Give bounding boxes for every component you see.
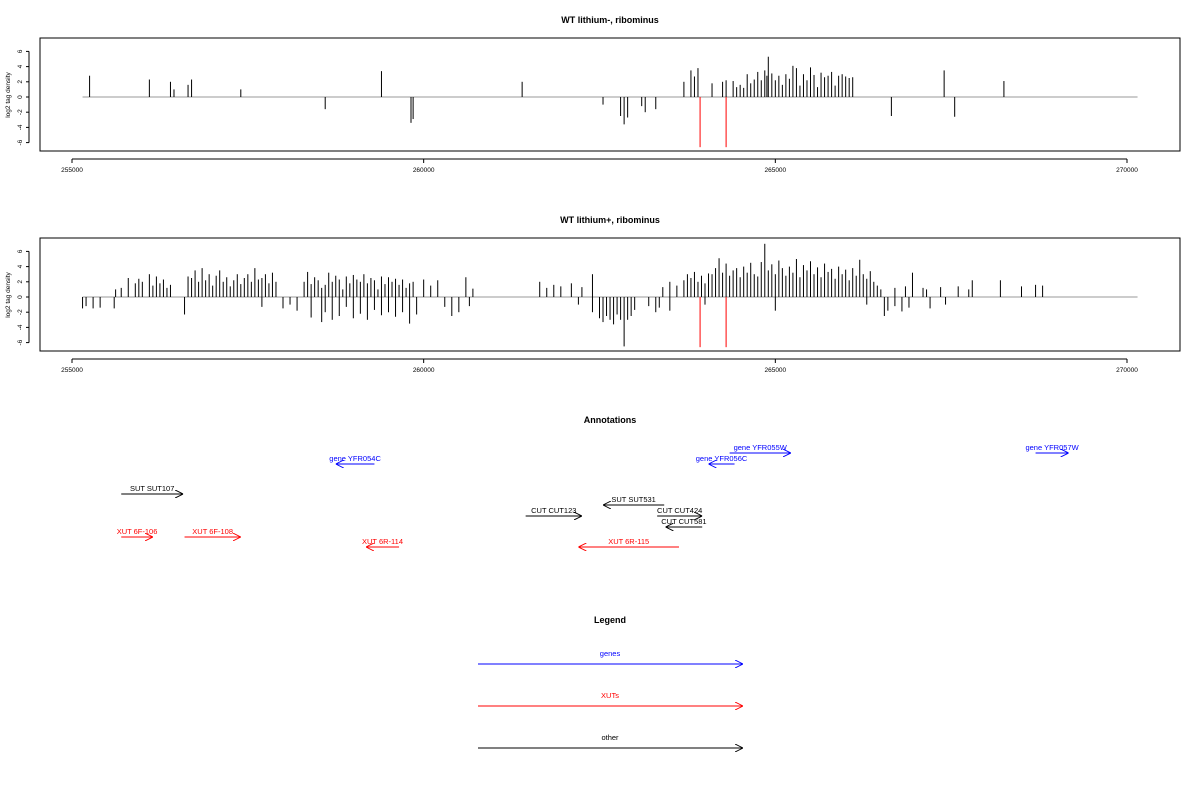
y-tick-label: -6 (17, 339, 24, 345)
x-tick-label: 265000 (764, 167, 786, 174)
annotation-feature: gene YFR057W (1025, 443, 1080, 453)
feature-label: XUT 6R-115 (608, 537, 649, 546)
annotation-feature: XUT 6F-106 (117, 527, 158, 537)
feature-label: XUT 6R-114 (362, 537, 403, 546)
panel-1-y-axis: -6 -4 -2 0 2 4 6 (17, 49, 30, 145)
y-tick-label: 6 (17, 49, 24, 53)
y-tick-label: 6 (17, 249, 24, 253)
panel-1-title: WT lithium-, ribominus (561, 15, 659, 25)
panel-lithium-plus: WT lithium+, ribominus log2 tag density … (5, 215, 1181, 374)
feature-label: gene YFR055W (734, 443, 788, 452)
legend-item: other (478, 733, 743, 748)
y-tick-label: -4 (17, 124, 24, 130)
panel-1-x-axis: 255000 260000 265000 270000 (61, 158, 1138, 174)
y-tick-label: -4 (17, 324, 24, 330)
annotation-feature: CUT CUT123 (525, 506, 582, 516)
legend-items: genes XUTs other (478, 649, 743, 748)
annotation-feature: XUT 6F-108 (184, 527, 241, 537)
y-tick-label: -2 (17, 109, 24, 115)
feature-label: CUT CUT581 (661, 517, 706, 526)
panel-2-frame (39, 237, 1181, 352)
y-tick-label: 4 (17, 64, 24, 68)
annotation-feature: SUT SUT107 (121, 484, 184, 494)
annotation-feature: CUT CUT581 (661, 517, 707, 527)
y-tick-label: 2 (17, 80, 24, 84)
annotations-panel: Annotations gene YFR055W gene YFR057Wgene… (117, 415, 1080, 547)
feature-label: gene YFR057W (1025, 443, 1079, 452)
annotation-feature: gene YFR056C (696, 454, 748, 464)
y-tick-label: 0 (17, 95, 24, 99)
panel-2-x-axis: 255000 260000 265000 270000 (61, 358, 1138, 374)
legend-title: Legend (594, 615, 626, 625)
panel-1-frame (39, 37, 1181, 152)
panel-2-ylabel: log2 tag density (5, 271, 12, 317)
panel-2-bars (82, 243, 1138, 348)
panel-lithium-minus: WT lithium-, ribominus log2 tag density … (5, 15, 1181, 174)
annotation-feature: CUT CUT424 (657, 506, 702, 516)
annotations-title: Annotations (584, 415, 637, 425)
feature-label: XUT 6F-106 (117, 527, 158, 536)
legend-item: genes (478, 649, 743, 664)
feature-label: gene YFR054C (329, 454, 381, 463)
feature-label: CUT CUT424 (657, 506, 702, 515)
x-tick-label: 255000 (61, 167, 83, 174)
feature-label: SUT SUT531 (611, 495, 655, 504)
y-tick-label: -6 (17, 139, 24, 145)
x-tick-label: 260000 (413, 167, 435, 174)
panel-2-title: WT lithium+, ribominus (560, 215, 660, 225)
annotation-feature: SUT SUT531 (603, 495, 665, 505)
annotation-feature: gene YFR054C (329, 454, 381, 464)
annotation-feature: gene YFR055W (729, 443, 791, 453)
annotation-feature: XUT 6R-114 (362, 537, 403, 547)
x-tick-label: 270000 (1116, 167, 1138, 174)
feature-label: CUT CUT123 (531, 506, 576, 515)
y-tick-label: 2 (17, 280, 24, 284)
annotation-features: gene YFR055W gene YFR057W gene YFR054C gene… (117, 443, 1080, 547)
feature-label: XUT 6F-108 (192, 527, 233, 536)
x-tick-label: 255000 (61, 367, 83, 374)
panel-1-bars (82, 56, 1138, 148)
y-tick-label: -2 (17, 309, 24, 315)
legend-item: XUTs (478, 691, 743, 706)
x-tick-label: 260000 (413, 367, 435, 374)
panel-2-y-axis: -6 -4 -2 0 2 4 6 (17, 249, 30, 345)
legend-label: other (601, 733, 619, 742)
x-tick-label: 270000 (1116, 367, 1138, 374)
feature-label: gene YFR056C (696, 454, 748, 463)
legend: Legend genes XUTs other (478, 615, 743, 748)
legend-label: XUTs (601, 691, 619, 700)
annotation-feature: XUT 6R-115 (578, 537, 679, 547)
feature-label: SUT SUT107 (130, 484, 174, 493)
y-tick-label: 0 (17, 295, 24, 299)
legend-label: genes (600, 649, 621, 658)
panel-1-ylabel: log2 tag density (5, 71, 12, 117)
x-tick-label: 265000 (764, 367, 786, 374)
y-tick-label: 4 (17, 264, 24, 268)
